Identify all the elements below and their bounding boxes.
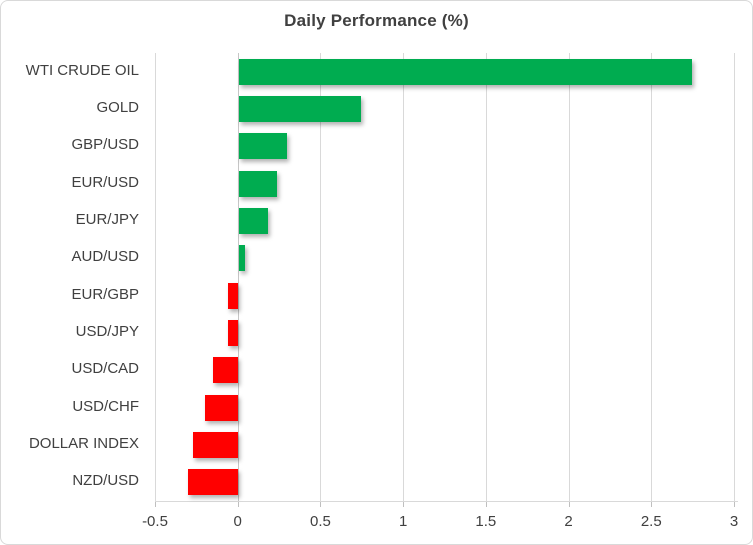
bar-usd-cad xyxy=(212,357,238,384)
bar-eur-jpy xyxy=(238,208,269,234)
bar-gbp-usd xyxy=(238,133,287,160)
bar-gold xyxy=(238,96,362,122)
x-axis-tick xyxy=(320,501,322,507)
x-tick-label: 2 xyxy=(564,513,573,530)
x-gridline xyxy=(320,53,322,501)
x-axis-tick xyxy=(237,501,239,507)
bar-eur-gbp xyxy=(227,282,238,309)
category-label: USD/JPY xyxy=(75,323,139,340)
x-tick-label: 3 xyxy=(729,513,739,530)
category-label: GOLD xyxy=(96,99,139,116)
category-label: EUR/JPY xyxy=(75,211,139,228)
x-gridline xyxy=(568,53,570,501)
chart-title: Daily Performance (%) xyxy=(284,11,469,30)
x-tick-label: 1 xyxy=(398,513,408,530)
category-label: WTI CRUDE OIL xyxy=(25,61,139,79)
x-tick-label: 2.5 xyxy=(640,513,662,530)
category-label: EUR/USD xyxy=(71,173,139,191)
x-axis-tick xyxy=(568,501,570,507)
x-gridline xyxy=(155,53,156,501)
x-tick-label: 0 xyxy=(233,513,242,530)
bar-aud-usd xyxy=(238,245,246,272)
zero-axis-line xyxy=(237,53,239,501)
category-label: GBP/USD xyxy=(71,136,139,154)
category-label: DOLLAR INDEX xyxy=(28,435,139,452)
x-gridline xyxy=(485,53,487,501)
category-label: USD/CHF xyxy=(72,397,139,415)
x-gridline xyxy=(651,53,653,501)
category-label: EUR/GBP xyxy=(71,285,139,303)
category-label: AUD/USD xyxy=(71,248,139,266)
x-axis-tick xyxy=(651,501,653,507)
category-label: NZD/USD xyxy=(72,472,139,490)
bar-eur-usd xyxy=(238,170,277,197)
x-axis-tick xyxy=(155,501,156,507)
x-axis-tick xyxy=(403,501,405,507)
bar-dollar-index xyxy=(193,432,238,458)
category-label: USD/CAD xyxy=(71,360,139,378)
bar-usd-jpy xyxy=(227,320,238,346)
x-gridline xyxy=(734,53,735,501)
x-tick-label: -0.5 xyxy=(142,513,168,530)
x-tick-label: 0.5 xyxy=(309,513,331,530)
x-axis-tick xyxy=(485,501,487,507)
bar-nzd-usd xyxy=(188,469,238,496)
x-axis-tick xyxy=(734,501,735,507)
bar-wti-crude-oil xyxy=(238,58,692,85)
bar-usd-chf xyxy=(204,394,238,421)
x-tick-label: 1.5 xyxy=(475,513,497,530)
x-gridline xyxy=(403,53,405,501)
x-axis-line xyxy=(155,501,738,502)
